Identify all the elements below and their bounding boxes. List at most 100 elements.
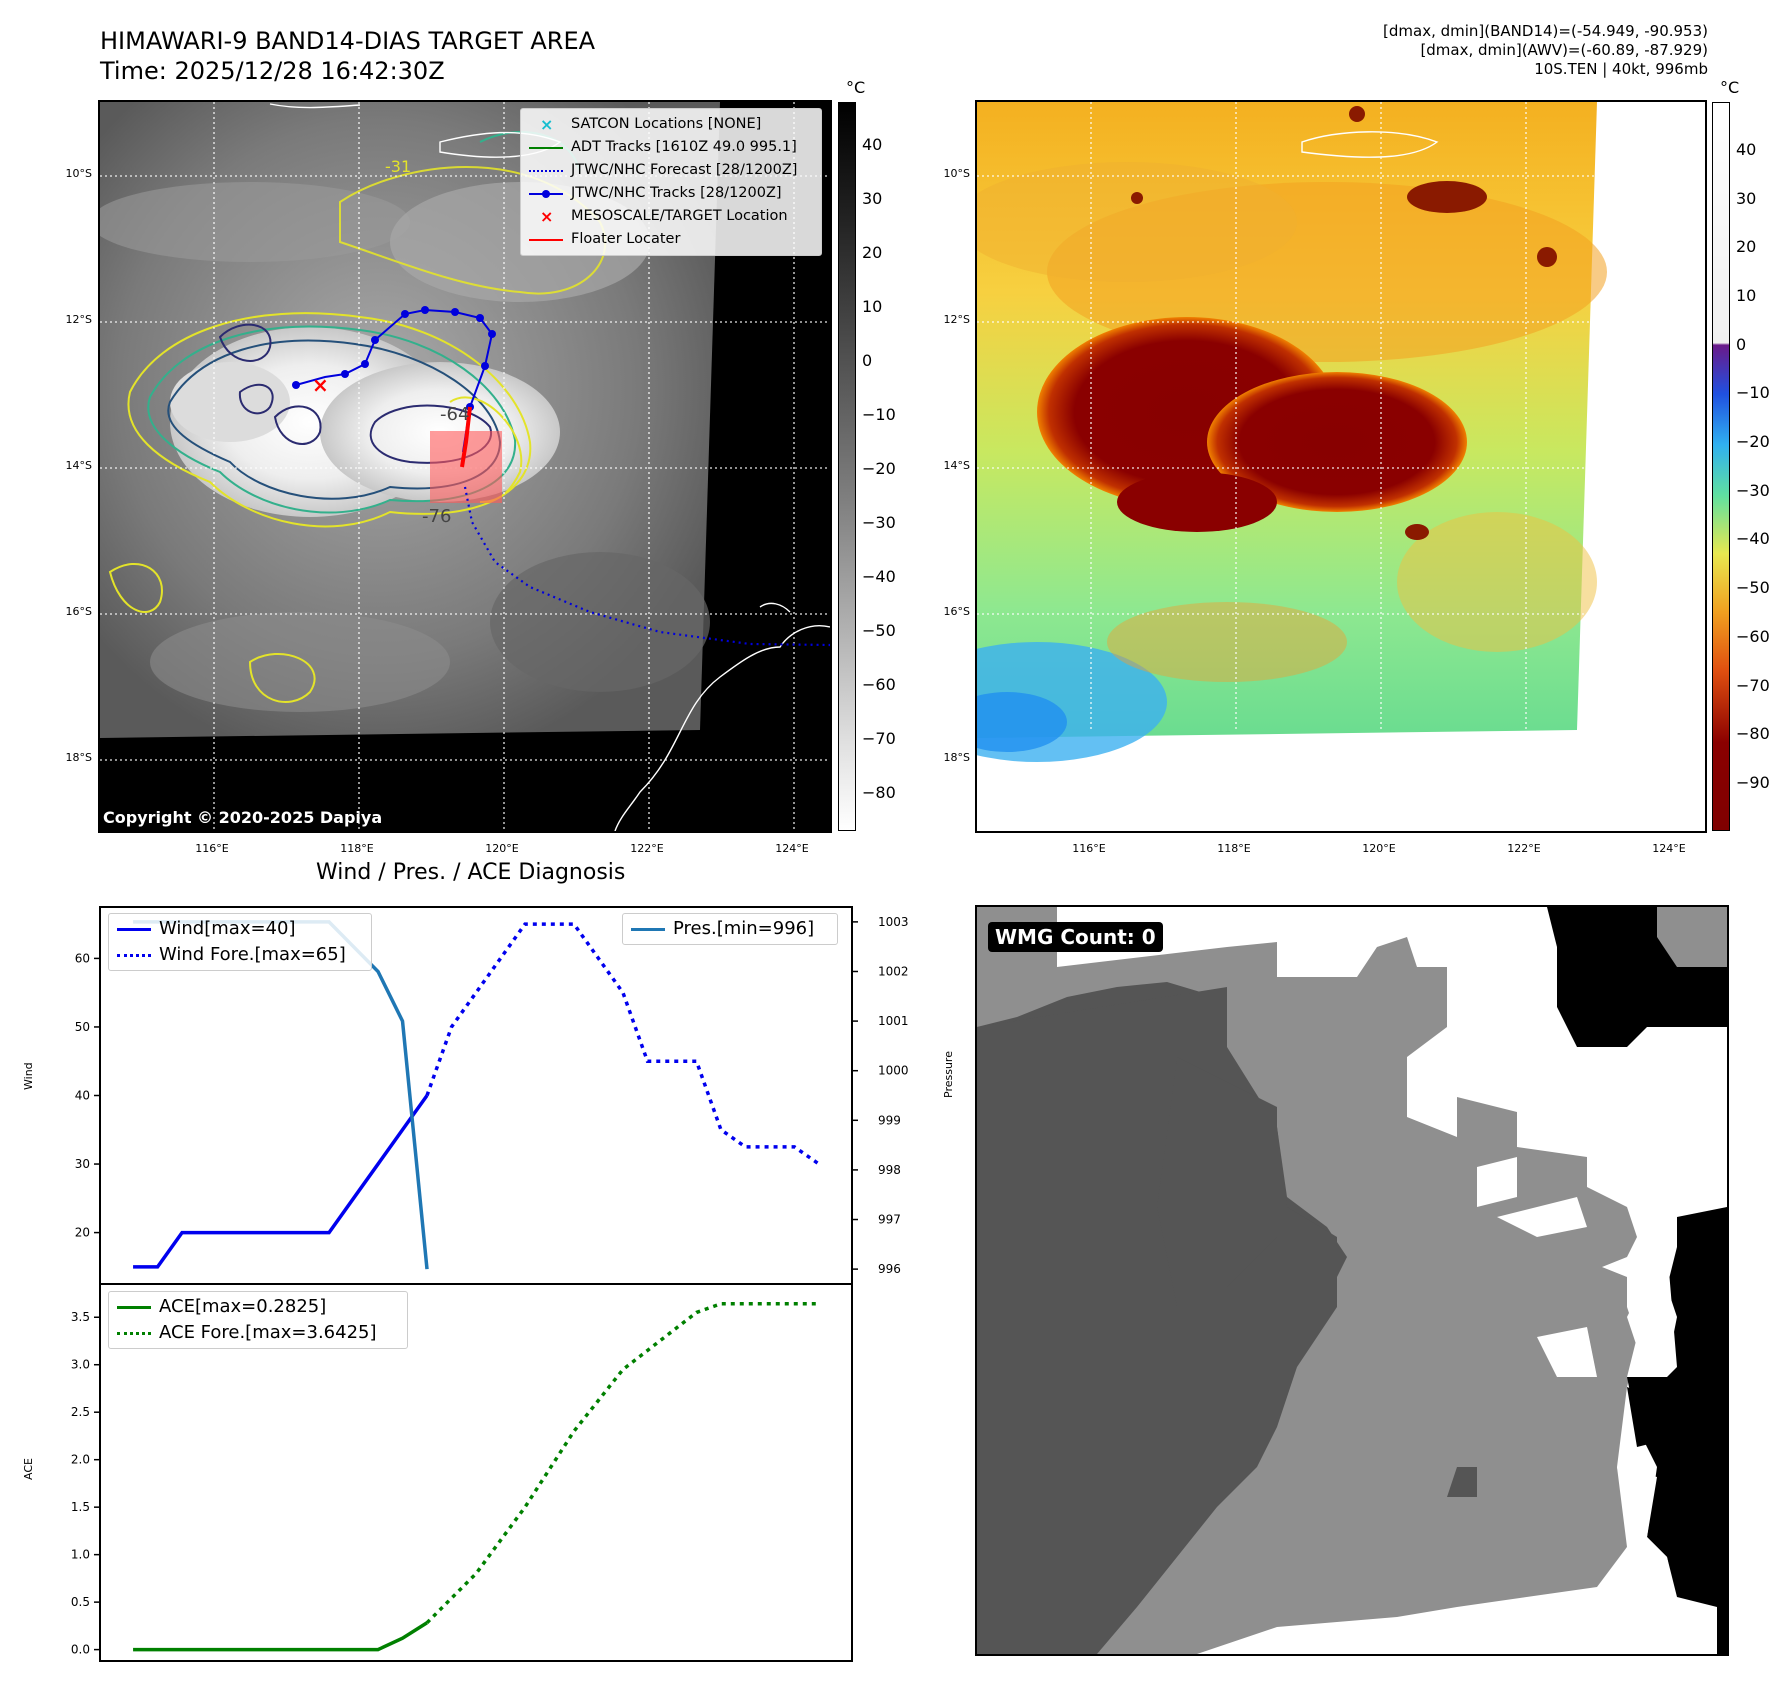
legend-label-wind-fore: Wind Fore.[max=65]	[159, 944, 346, 965]
legend-item-wind: Wind[max=40]	[117, 916, 363, 942]
ace-series-line	[133, 1621, 428, 1652]
legend-label-mesoscale: MESOSCALE/TARGET Location	[571, 208, 788, 224]
color-colorbar-tick: 20	[1736, 237, 1757, 256]
legend-item-forecast: JTWC/NHC Forecast [28/1200Z]	[529, 159, 813, 182]
map-legend: × SATCON Locations [NONE] ADT Tracks [16…	[520, 108, 822, 256]
ir-colorbar-tick: −80	[862, 783, 896, 802]
ir-colorbar-tick: 20	[862, 243, 883, 262]
map-title: HIMAWARI-9 BAND14-DIAS TARGET AREA Time:…	[100, 26, 595, 86]
wind-axis-label: Wind	[22, 1062, 35, 1090]
ace-tick-label: 3.0	[71, 1358, 90, 1372]
ace-tick-label: 0.5	[71, 1595, 90, 1609]
title-line2: Time: 2025/12/28 16:42:30Z	[100, 57, 445, 85]
contour-label-31: -31	[385, 157, 411, 176]
lat-label: 10°S	[65, 167, 92, 180]
pressure-tick-label: 996	[878, 1262, 901, 1276]
blue-dotted-line-icon	[529, 164, 563, 178]
cyan-x-marker-icon: ×	[540, 114, 554, 134]
legend-label-ace-fore: ACE Fore.[max=3.6425]	[159, 1322, 377, 1343]
wind-tick-label: 60	[75, 951, 90, 965]
svg-text:×: ×	[312, 373, 329, 397]
title-line1: HIMAWARI-9 BAND14-DIAS TARGET AREA	[100, 27, 596, 55]
info-line3: 10S.TEN | 40kt, 996mb	[1534, 60, 1708, 78]
lon-label: 116°E	[1072, 842, 1106, 855]
ace-tick-label: 1.5	[71, 1500, 90, 1514]
color-colorbar-tick: −90	[1736, 773, 1770, 792]
pressure-tick-label: 997	[878, 1213, 901, 1227]
ir-map-panel: × -64 -76 -31 Copyright © 2020-2025 Dapi…	[98, 100, 832, 833]
color-colorbar-tick: −20	[1736, 432, 1770, 451]
lon-label: 124°E	[775, 842, 809, 855]
ir-colorbar-unit: °C	[846, 78, 866, 97]
wind-legend: Wind[max=40] Wind Fore.[max=65]	[108, 913, 372, 971]
color-colorbar-tick: 0	[1736, 335, 1747, 354]
lat-label: 16°S	[943, 605, 970, 618]
color-colorbar-tick: 40	[1736, 140, 1757, 159]
info-block: [dmax, dmin](BAND14)=(-54.949, -90.953) …	[1383, 22, 1708, 79]
color-colorbar-unit: °C	[1720, 78, 1740, 97]
pressure-tick-label: 1000	[878, 1064, 909, 1078]
wind-tick-label: 20	[75, 1226, 90, 1240]
lon-label: 118°E	[1217, 842, 1251, 855]
pressure-series-line	[133, 920, 429, 1270]
info-line1: [dmax, dmin](BAND14)=(-54.949, -90.953)	[1383, 22, 1708, 40]
ir-colorbar-tick: 40	[862, 135, 883, 154]
info-line2: [dmax, dmin](AWV)=(-60.89, -87.929)	[1420, 41, 1708, 59]
legend-label-tracks: JTWC/NHC Tracks [28/1200Z]	[571, 185, 782, 201]
legend-label-ace: ACE[max=0.2825]	[159, 1296, 327, 1317]
wind-forecast-series-line	[425, 922, 820, 1166]
color-colorbar-tick: −50	[1736, 578, 1770, 597]
ace-legend: ACE[max=0.2825] ACE Fore.[max=3.6425]	[108, 1291, 408, 1349]
lat-label: 18°S	[943, 751, 970, 764]
color-map-panel	[975, 100, 1707, 833]
pressure-tick-label: 1003	[878, 915, 909, 929]
lat-label: 18°S	[65, 751, 92, 764]
wind-tick-label: 40	[75, 1089, 90, 1103]
legend-label-floater: Floater Locater	[571, 231, 681, 247]
ir-colorbar-tick: −10	[862, 405, 896, 424]
legend-label-satcon: SATCON Locations [NONE]	[571, 116, 762, 132]
color-map-image	[977, 102, 1705, 762]
ir-colorbar-tick: −70	[862, 729, 896, 748]
legend-item-mesoscale: × MESOSCALE/TARGET Location	[529, 205, 813, 228]
diagnosis-title: Wind / Pres. / ACE Diagnosis	[316, 860, 626, 885]
legend-item-adt: ADT Tracks [1610Z 49.0 995.1]	[529, 136, 813, 159]
ace-axis-label: ACE	[22, 1458, 35, 1480]
ace-tick-label: 0.0	[71, 1643, 90, 1657]
legend-label-forecast: JTWC/NHC Forecast [28/1200Z]	[571, 162, 798, 178]
color-colorbar-tick: −60	[1736, 627, 1770, 646]
contour-label-76: -76	[422, 506, 451, 527]
ace-forecast-series-line	[425, 1301, 819, 1625]
lon-label: 122°E	[630, 842, 664, 855]
pressure-tick-label: 998	[878, 1163, 901, 1177]
pressure-tick-label: 999	[878, 1113, 901, 1127]
lat-label: 10°S	[943, 167, 970, 180]
blue-line-dot-icon	[529, 187, 563, 201]
legend-item-ace-fore: ACE Fore.[max=3.6425]	[117, 1320, 399, 1346]
ir-colorbar-tick: 30	[862, 189, 883, 208]
wmg-image	[977, 907, 1727, 1654]
ace-tick-label: 2.0	[71, 1453, 90, 1467]
pressure-tick-label: 1002	[878, 964, 909, 978]
legend-item-floater: Floater Locater	[529, 228, 813, 251]
lat-label: 14°S	[943, 459, 970, 472]
pressure-tick-label: 1001	[878, 1014, 909, 1028]
contour-label-64: -64	[440, 404, 469, 425]
blue-line-icon	[117, 922, 151, 936]
ace-tick-label: 3.5	[71, 1310, 90, 1324]
ir-colorbar-tick: −30	[862, 513, 896, 532]
steelblue-line-icon	[631, 922, 665, 936]
green-line-icon	[529, 141, 563, 155]
ir-colorbar-tick: 0	[862, 351, 873, 370]
legend-label-adt: ADT Tracks [1610Z 49.0 995.1]	[571, 139, 797, 155]
lat-label: 12°S	[65, 313, 92, 326]
legend-item-satcon: × SATCON Locations [NONE]	[529, 113, 813, 136]
lon-label: 116°E	[195, 842, 229, 855]
green-line-icon	[117, 1300, 151, 1314]
red-line-icon	[529, 233, 563, 247]
color-colorbar-tick: −10	[1736, 383, 1770, 402]
color-colorbar-tick: 30	[1736, 189, 1757, 208]
wind-series-line	[133, 1094, 429, 1269]
lon-label: 124°E	[1652, 842, 1686, 855]
green-dotted-line-icon	[117, 1326, 151, 1340]
